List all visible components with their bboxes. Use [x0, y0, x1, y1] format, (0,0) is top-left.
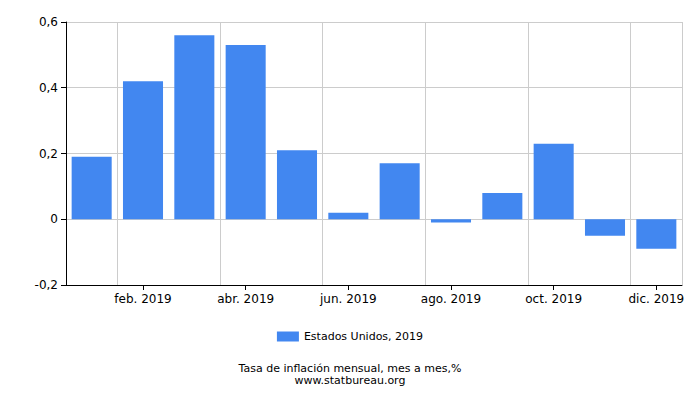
svg-text:Tasa de inflación mensual, mes: Tasa de inflación mensual, mes a mes,% [238, 362, 462, 375]
svg-text:Estados Unidos, 2019: Estados Unidos, 2019 [304, 330, 423, 343]
svg-text:dic. 2019: dic. 2019 [628, 292, 684, 306]
svg-text:-0,2: -0,2 [35, 278, 58, 292]
svg-text:0,6: 0,6 [39, 15, 58, 29]
svg-text:0,4: 0,4 [39, 81, 58, 95]
svg-text:jun. 2019: jun. 2019 [319, 292, 377, 306]
svg-text:ago. 2019: ago. 2019 [421, 292, 481, 306]
svg-text:abr. 2019: abr. 2019 [217, 292, 274, 306]
svg-text:feb. 2019: feb. 2019 [114, 292, 171, 306]
svg-text:0: 0 [50, 212, 58, 226]
svg-text:oct. 2019: oct. 2019 [525, 292, 582, 306]
svg-text:0,2: 0,2 [39, 147, 58, 161]
svg-text:www.statbureau.org: www.statbureau.org [295, 374, 406, 387]
